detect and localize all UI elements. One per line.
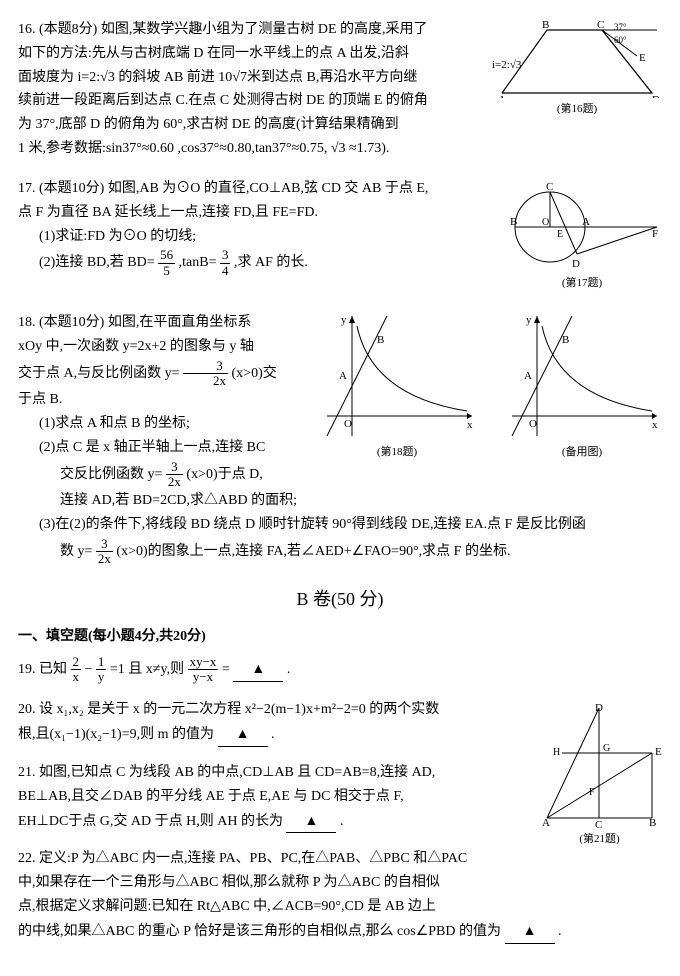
- q16-l4: 续前进一段距离后到达点 C.在点 C 处测得古树 DE 的顶端 E 的俯角: [18, 93, 428, 108]
- q16-l3: 面坡度为 i=2:√3 的斜坡 AB 前进 10√7米到达点 B,再沿水平方向继: [18, 70, 417, 85]
- fig21-caption: (第21题): [537, 830, 662, 849]
- fig21-svg: A B C D E F G H: [537, 703, 662, 828]
- fig17-caption: (第17题): [502, 274, 662, 293]
- figure-18b: O x y A B (备用图): [502, 311, 662, 462]
- fill-blank-title: 一、填空题(每小题4分,共20分): [18, 625, 662, 649]
- svg-text:B: B: [562, 334, 569, 346]
- lbl-C: C: [597, 19, 604, 31]
- figure-18a: O x y A B (第18题): [317, 311, 477, 462]
- lbl17-E: E: [557, 229, 563, 240]
- question-16: A B C D E i=2:√3 37° 60° (第16题) 16. (本题8…: [18, 18, 662, 163]
- question-17: B A O E C D F (第17题) 17. (本题10分) 如图,AB 为…: [18, 177, 662, 297]
- figure-16: A B C D E i=2:√3 37° 60° (第16题): [492, 18, 662, 119]
- q17-p1: (1)求证:FD 为⊙O 的切线;: [39, 225, 492, 249]
- lbl17-B: B: [510, 216, 517, 228]
- svg-text:C: C: [595, 819, 602, 828]
- l18-B: B: [377, 334, 384, 346]
- l18-y: y: [341, 314, 347, 326]
- question-21: 21. 如图,已知点 C 为线段 AB 的中点,CD⊥AB 且 CD=AB=8,…: [18, 761, 527, 833]
- svg-text:D: D: [595, 703, 603, 714]
- question-19: 19. 已知 2x − 1y =1 且 x≠y,则 xy−xy−x = ▲ .: [18, 655, 662, 685]
- q16-num: 16.: [18, 22, 36, 37]
- svg-text:x: x: [652, 419, 658, 431]
- blank-19: ▲: [233, 657, 283, 682]
- svg-text:F: F: [589, 787, 595, 798]
- fig18b-caption: (备用图): [502, 443, 662, 462]
- q16-l5: 为 37°,底部 D 的俯角为 60°,求古树 DE 的高度(计算结果精确到: [18, 117, 399, 132]
- lbl-B: B: [542, 19, 549, 31]
- lbl-37: 37°: [614, 22, 627, 32]
- question-22-cont: 的中线,如果△ABC 的重心 P 恰好是该三角形的自相似点,那么 cos∠PBD…: [18, 919, 662, 944]
- blank-20: ▲: [218, 722, 268, 747]
- section-b-title: B 卷(50 分): [18, 584, 662, 615]
- question-22: 22. 定义:P 为△ABC 内一点,连接 PA、PB、PC,在△PAB、△PB…: [18, 847, 527, 918]
- q17-points: (本题10分): [39, 181, 104, 196]
- fig16-svg: A B C D E i=2:√3 37° 60°: [492, 18, 662, 98]
- lbl17-C: C: [546, 181, 553, 193]
- q16-l1: 如图,某数学兴趣小组为了测量古树 DE 的高度,采用了: [101, 22, 428, 37]
- svg-text:E: E: [655, 746, 662, 758]
- q17-l2: 点 F 为直径 BA 延长线上一点,连接 FD,且 FE=FD.: [18, 205, 318, 220]
- q16-l6: 1 米,参考数据:sin37°≈0.60 ,cos37°≈0.80,tan37°…: [18, 141, 389, 156]
- svg-text:A: A: [524, 370, 532, 382]
- lbl-60: 60°: [614, 35, 627, 45]
- svg-text:A: A: [542, 817, 550, 828]
- fig18a-svg: O x y A B: [317, 311, 477, 441]
- l18-x: x: [467, 419, 473, 431]
- question-18: O x y A B (第18题) O x y A B (备用图) 18. (本题…: [18, 311, 662, 566]
- lbl17-O: O: [542, 217, 549, 228]
- q18-p3: (3)在(2)的条件下,将线段 BD 绕点 D 顺时针旋转 90°得到线段 DE…: [18, 513, 662, 566]
- l18-O: O: [344, 418, 352, 430]
- l18-A: A: [339, 370, 347, 382]
- lbl-slope: i=2:√3: [492, 59, 522, 71]
- svg-text:B: B: [649, 817, 656, 828]
- lbl-E: E: [639, 52, 646, 64]
- q17-num: 17.: [18, 181, 36, 196]
- lbl-A: A: [498, 94, 506, 98]
- lbl17-A: A: [582, 216, 590, 228]
- blank-21: ▲: [286, 809, 336, 834]
- blank-22: ▲: [505, 919, 555, 944]
- svg-text:H: H: [553, 747, 560, 758]
- svg-text:O: O: [529, 418, 537, 430]
- lbl-D: D: [652, 94, 660, 98]
- q16-points: (本题8分): [39, 22, 97, 37]
- lbl17-F: F: [652, 228, 658, 240]
- svg-text:y: y: [526, 314, 532, 326]
- figure-21: A B C D E F G H (第21题): [537, 703, 662, 849]
- fig18a-caption: (第18题): [317, 443, 477, 462]
- question-20: 20. 设 x₁,x₂ 是关于 x 的一元二次方程 x²−2(m−1)x+m²−…: [18, 698, 527, 747]
- q17-l1: 如图,AB 为⊙O 的直径,CO⊥AB,弦 CD 交 AB 于点 E,: [108, 181, 429, 196]
- svg-text:G: G: [603, 743, 610, 754]
- fig17-svg: B A O E C D F: [502, 177, 662, 272]
- figure-17: B A O E C D F (第17题): [502, 177, 662, 293]
- fig18b-svg: O x y A B: [502, 311, 662, 441]
- fig16-caption: (第16题): [492, 100, 662, 119]
- q17-p2: (2)连接 BD,若 BD= 565 ,tanB= 34 ,求 AF 的长.: [39, 248, 492, 278]
- q16-l2: 如下的方法:先从与古树底端 D 在同一水平线上的点 A 出发,沿斜: [18, 46, 409, 61]
- lbl17-D: D: [572, 258, 580, 270]
